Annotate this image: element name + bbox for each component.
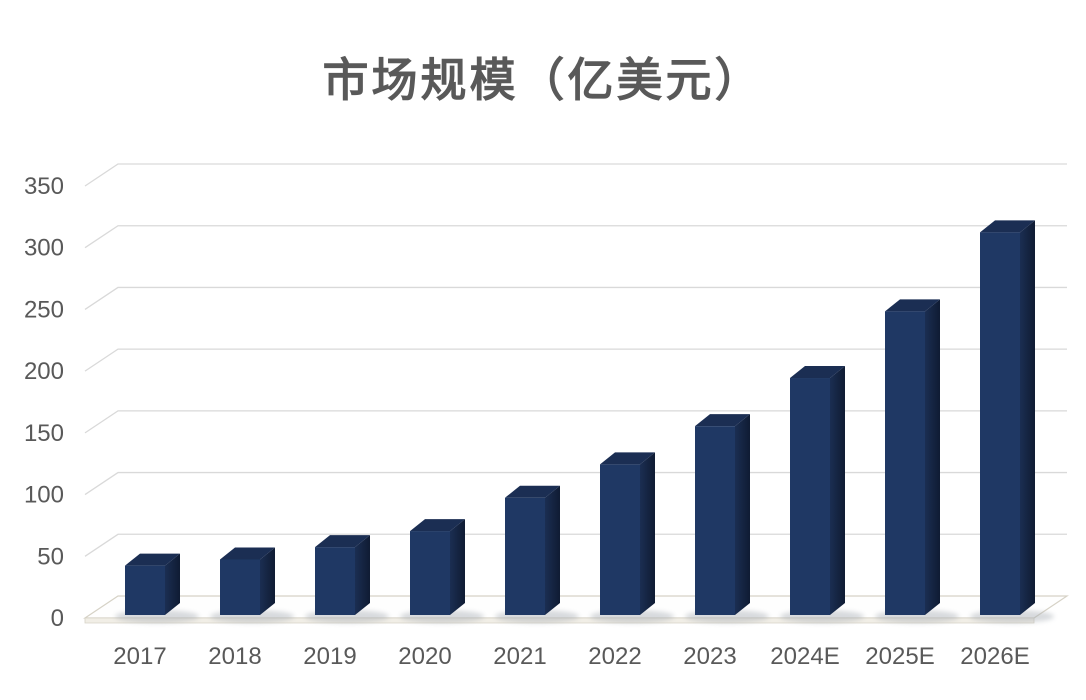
gridline — [84, 348, 1067, 372]
y-axis-label: 50 — [37, 543, 64, 570]
x-axis-label: 2020 — [398, 643, 451, 670]
gridlines — [84, 163, 1067, 557]
bar-front-face — [695, 426, 735, 615]
y-axis-label: 150 — [24, 420, 64, 447]
bar-2021 — [495, 485, 579, 623]
bar-front-face — [980, 232, 1020, 615]
y-axis-label: 300 — [24, 235, 64, 262]
bar-front-face — [220, 559, 260, 615]
bar-front-face — [505, 497, 545, 615]
bar-top-face — [315, 535, 370, 548]
x-axis-label: 2019 — [303, 643, 356, 670]
bar-front-face — [600, 464, 640, 615]
bar-front-face — [315, 547, 355, 615]
bar-2019 — [305, 535, 389, 623]
bar-top-face — [220, 547, 275, 560]
bar-side-face — [925, 299, 940, 615]
x-axis-label: 2021 — [493, 643, 546, 670]
bar-top-face — [695, 414, 750, 427]
bar-top-face — [410, 519, 465, 532]
x-axis-label: 2018 — [208, 643, 261, 670]
bar-front-face — [125, 565, 165, 615]
bar-side-face — [260, 547, 275, 615]
bar-top-face — [125, 553, 180, 566]
x-axis: 2017 2018 2019 2020 2021 2022 2023 2024E 2025E 20… — [113, 643, 1029, 670]
bar-top-face — [505, 485, 560, 498]
bar-side-face — [735, 414, 750, 615]
bar-2018 — [210, 547, 294, 623]
bar-top-face — [600, 452, 655, 465]
y-axis-label: 100 — [24, 482, 64, 509]
x-axis-label: 2023 — [683, 643, 736, 670]
gridline — [84, 163, 1067, 187]
bar-top-face — [885, 299, 940, 312]
bar-2017 — [115, 553, 199, 623]
gridline — [84, 225, 1067, 249]
bar-side-face — [640, 452, 655, 615]
bar-front-face — [790, 378, 830, 615]
bar-top-face — [790, 366, 845, 379]
bars — [115, 220, 1054, 623]
bar-side-face — [545, 485, 560, 615]
bar-2026E — [970, 220, 1054, 623]
x-axis-label: 2026E — [960, 643, 1029, 670]
bar-2023 — [685, 414, 769, 623]
y-axis-label: 0 — [51, 605, 64, 632]
gridline — [84, 286, 1067, 310]
bar-2020 — [400, 519, 484, 623]
bar-side-face — [450, 519, 465, 615]
bar-top-face — [980, 220, 1035, 233]
bar-side-face — [165, 553, 180, 615]
y-axis-label: 350 — [24, 173, 64, 200]
bar-front-face — [410, 531, 450, 615]
bar-side-face — [1020, 220, 1035, 615]
bar-side-face — [355, 535, 370, 615]
y-axis-label: 200 — [24, 358, 64, 385]
y-axis: 0 50 100 150 200 250 300 350 — [24, 173, 64, 632]
y-axis-label: 250 — [24, 296, 64, 323]
x-axis-label: 2017 — [113, 643, 166, 670]
x-axis-label: 2025E — [865, 643, 934, 670]
bar-side-face — [830, 366, 845, 615]
bar-2022 — [590, 452, 674, 623]
gridline — [84, 471, 1067, 496]
bar-2025E — [875, 299, 959, 623]
bar-2024E — [780, 366, 864, 623]
chart-title: 市场规模（亿美元） — [322, 54, 764, 106]
x-axis-label: 2024E — [770, 643, 839, 670]
bar-front-face — [885, 311, 925, 615]
x-axis-label: 2022 — [588, 643, 641, 670]
gridline — [84, 410, 1067, 434]
gridline — [84, 533, 1067, 557]
